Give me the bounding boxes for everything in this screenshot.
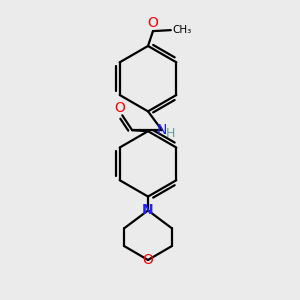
Text: N: N (142, 203, 154, 218)
Text: O: O (142, 253, 154, 267)
Text: O: O (114, 101, 125, 116)
Text: N: N (157, 123, 167, 137)
Text: H: H (166, 127, 176, 140)
Text: O: O (148, 16, 158, 30)
Text: CH₃: CH₃ (173, 25, 192, 35)
